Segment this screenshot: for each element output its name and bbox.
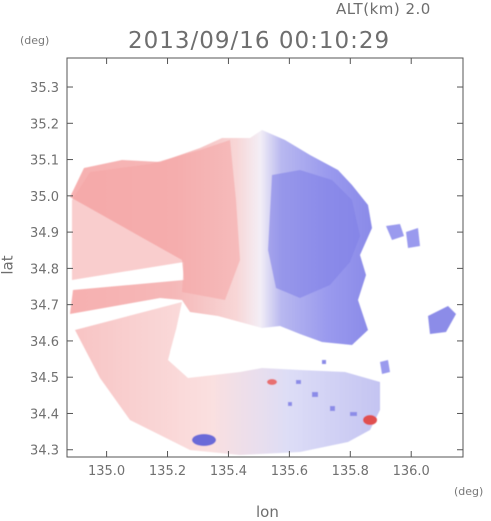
x-tick-label: 136.0	[393, 464, 430, 479]
y-tick-label: 34.3	[30, 444, 59, 459]
altitude-label: ALT(km) 2.0	[336, 0, 431, 18]
echo-island-2	[406, 228, 420, 248]
positive-speckle	[267, 379, 277, 385]
y-unit-label: (deg)	[20, 34, 50, 47]
x-tick-label: 135.8	[332, 464, 369, 479]
y-tick-label: 35.0	[30, 190, 59, 205]
echo-sector-south	[75, 302, 380, 455]
echo-gap	[170, 318, 262, 372]
echo-island-1	[386, 224, 404, 240]
strong-positive-cell	[363, 415, 377, 425]
y-tick-label: 34.6	[30, 335, 59, 350]
y-tick-label: 34.9	[30, 226, 59, 241]
x-axis: 135.0 135.2 135.4 135.6 135.8 136.0	[88, 58, 430, 479]
echo-negative-core	[268, 170, 360, 298]
echo-island-4	[380, 360, 390, 374]
echo-speckles	[288, 360, 357, 416]
y-tick-label: 35.3	[30, 81, 59, 96]
x-tick-label: 135.4	[210, 464, 247, 479]
y-tick-label: 35.2	[30, 117, 59, 132]
y-tick-label: 34.7	[30, 299, 59, 314]
datetime-title: 2013/09/16 00:10:29	[128, 28, 391, 54]
strong-negative-cell	[192, 434, 216, 446]
x-tick-label: 135.0	[88, 464, 125, 479]
y-axis: 34.3 34.4 34.5 34.6 34.7 34.8 34.9 35.0 35.1 35.2…	[30, 81, 463, 459]
y-tick-label: 35.1	[30, 154, 59, 169]
y-tick-label: 34.4	[30, 407, 59, 422]
echo-positive-core	[72, 140, 240, 300]
x-tick-label: 135.6	[271, 464, 308, 479]
echo-field	[70, 130, 456, 455]
x-unit-label: (deg)	[454, 485, 484, 498]
echo-island-3	[428, 306, 456, 334]
x-axis-label: lon	[256, 503, 279, 521]
y-tick-label: 34.5	[30, 371, 59, 386]
x-tick-label: 135.2	[149, 464, 186, 479]
y-tick-label: 34.8	[30, 262, 59, 277]
plot-frame	[66, 57, 464, 458]
